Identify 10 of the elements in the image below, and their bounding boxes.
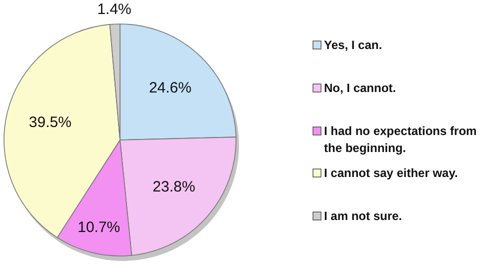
legend-label: I had no expectations from the beginning. — [324, 124, 477, 156]
data-label: 1.4% — [97, 1, 132, 18]
data-label: 10.7% — [78, 218, 120, 236]
legend-label: I am not sure. — [324, 209, 402, 224]
data-label: 39.5% — [28, 114, 72, 131]
data-label: 23.8% — [152, 178, 196, 196]
legend-label: Yes, I can. — [324, 38, 382, 52]
legend-label: No, I cannot. — [324, 81, 396, 96]
data-label: 24.6% — [148, 79, 192, 96]
legend-label: I cannot say either way. — [324, 166, 458, 180]
